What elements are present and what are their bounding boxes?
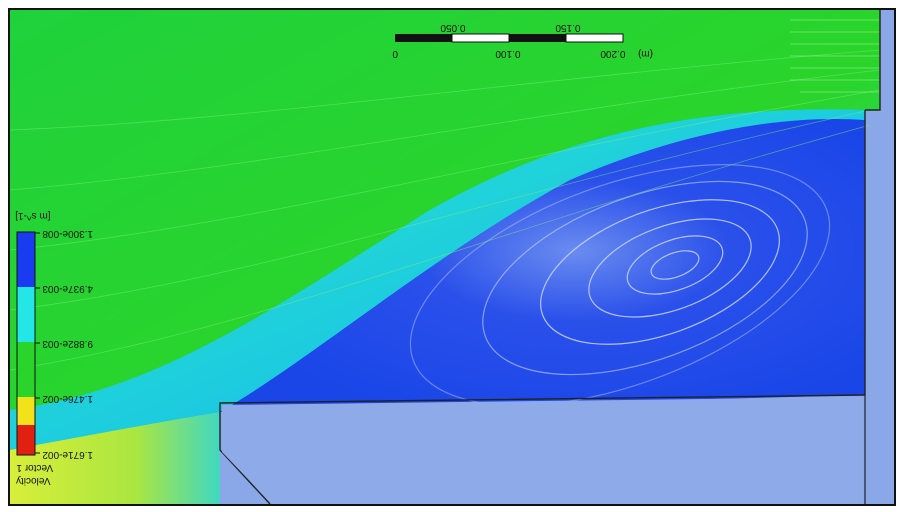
- scale-seg-2: [451, 33, 510, 43]
- scale-label-top-0: 0.050: [440, 22, 465, 33]
- legend-colorbar: [16, 231, 36, 456]
- legend-ticks: [35, 232, 40, 454]
- scale-seg-4: [565, 33, 624, 43]
- scale-label-top-1: 0.150: [555, 22, 580, 33]
- legend-title-line1: Velocity: [16, 475, 50, 486]
- flow-visualization: 0.050 0.150 0 0.100 0.200 (m) [m s^-1] 1…: [10, 10, 894, 504]
- flow-streaks: [10, 49, 881, 371]
- scale-seg-1: [395, 34, 452, 42]
- legend-tick-4: 1.300e-008: [42, 228, 93, 239]
- legend-title-line2: Vector 1: [16, 462, 53, 473]
- scale-label-bottom-1: 0.100: [495, 48, 520, 59]
- legend-tick-0: 1.671e-002: [42, 449, 93, 460]
- legend-unit: [m s^-1]: [15, 210, 50, 221]
- scale-label-bottom-0: 0: [392, 48, 398, 59]
- legend-tick-2: 9.882e-003: [42, 338, 93, 349]
- recirculation-zone: [220, 119, 865, 412]
- inlet-region: [10, 412, 220, 504]
- scale-label-bottom-2: 0.200: [600, 48, 625, 59]
- scale-bar: [395, 33, 624, 43]
- legend-tick-3: 4.937e-003: [42, 283, 93, 294]
- shear-layer: [10, 109, 865, 480]
- scale-seg-3: [509, 34, 566, 42]
- outlet-streaks: [790, 19, 880, 93]
- lower-solid: [222, 397, 863, 504]
- geometry-outline: [219, 10, 881, 504]
- viewport-frame: 0.050 0.150 0 0.100 0.200 (m) [m s^-1] 1…: [8, 8, 896, 506]
- vortex-swirls: [409, 164, 831, 406]
- legend-tick-1: 1.476e-002: [42, 393, 93, 404]
- scale-label-bottom-3: (m): [638, 48, 653, 59]
